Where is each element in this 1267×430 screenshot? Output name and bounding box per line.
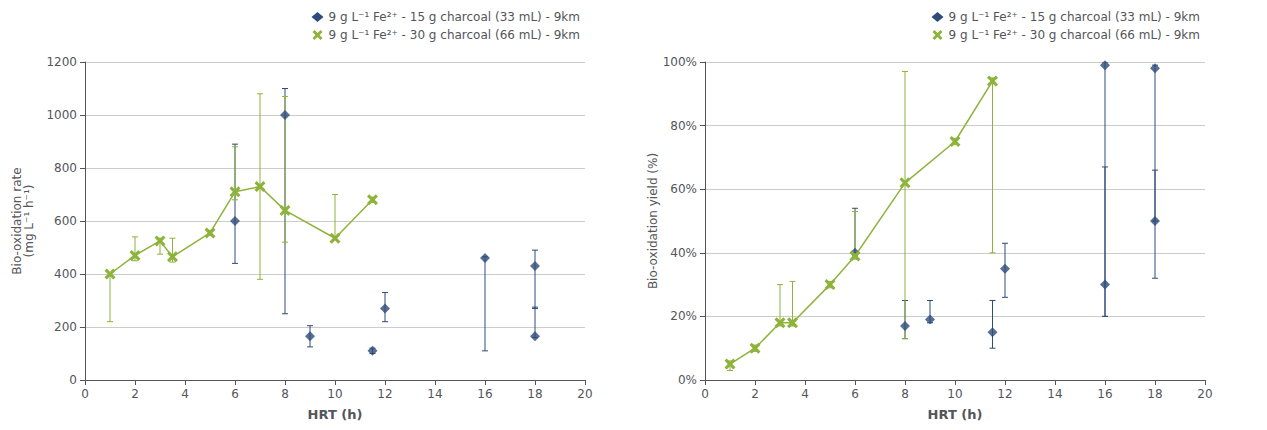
svg-text:16: 16 bbox=[1097, 387, 1112, 401]
svg-text:1000: 1000 bbox=[46, 108, 77, 122]
svg-text:14: 14 bbox=[427, 387, 442, 401]
svg-text:40%: 40% bbox=[670, 246, 697, 260]
svg-text:12: 12 bbox=[997, 387, 1012, 401]
svg-text:20: 20 bbox=[577, 387, 592, 401]
svg-text:9 g L⁻¹ Fe²⁺ - 15 g charcoal (: 9 g L⁻¹ Fe²⁺ - 15 g charcoal (33 mL) - 9… bbox=[949, 10, 1201, 24]
svg-text:60%: 60% bbox=[670, 182, 697, 196]
svg-text:12: 12 bbox=[377, 387, 392, 401]
svg-text:4: 4 bbox=[181, 387, 189, 401]
svg-text:10: 10 bbox=[947, 387, 962, 401]
svg-text:HRT (h): HRT (h) bbox=[308, 407, 363, 422]
svg-text:14: 14 bbox=[1047, 387, 1062, 401]
svg-text:10: 10 bbox=[327, 387, 342, 401]
svg-text:2: 2 bbox=[131, 387, 139, 401]
svg-text:9 g L⁻¹ Fe²⁺ - 15 g charcoal (: 9 g L⁻¹ Fe²⁺ - 15 g charcoal (33 mL) - 9… bbox=[329, 10, 581, 24]
svg-text:4: 4 bbox=[801, 387, 809, 401]
svg-text:Bio-oxidation yield (%): Bio-oxidation yield (%) bbox=[646, 153, 660, 289]
svg-text:(mg L⁻¹ h⁻¹): (mg L⁻¹ h⁻¹) bbox=[22, 185, 36, 258]
svg-text:Bio-oxidation rate: Bio-oxidation rate bbox=[10, 167, 24, 275]
svg-text:18: 18 bbox=[527, 387, 542, 401]
svg-text:20: 20 bbox=[1197, 387, 1212, 401]
svg-text:9 g L⁻¹ Fe²⁺ - 30 g charcoal (: 9 g L⁻¹ Fe²⁺ - 30 g charcoal (66 mL) - 9… bbox=[329, 28, 581, 42]
svg-text:20%: 20% bbox=[670, 309, 697, 323]
svg-text:9 g L⁻¹ Fe²⁺ - 30 g charcoal (: 9 g L⁻¹ Fe²⁺ - 30 g charcoal (66 mL) - 9… bbox=[949, 28, 1201, 42]
svg-text:800: 800 bbox=[54, 161, 77, 175]
svg-text:400: 400 bbox=[54, 267, 77, 281]
svg-text:80%: 80% bbox=[670, 119, 697, 133]
svg-text:2: 2 bbox=[751, 387, 759, 401]
svg-text:1200: 1200 bbox=[46, 55, 77, 69]
svg-text:8: 8 bbox=[281, 387, 289, 401]
svg-text:16: 16 bbox=[477, 387, 492, 401]
svg-text:100%: 100% bbox=[663, 55, 697, 69]
svg-text:6: 6 bbox=[231, 387, 239, 401]
svg-text:0: 0 bbox=[81, 387, 89, 401]
svg-text:HRT (h): HRT (h) bbox=[928, 407, 983, 422]
svg-text:6: 6 bbox=[851, 387, 859, 401]
svg-text:18: 18 bbox=[1147, 387, 1162, 401]
svg-text:600: 600 bbox=[54, 214, 77, 228]
svg-text:0: 0 bbox=[69, 373, 77, 387]
svg-text:200: 200 bbox=[54, 320, 77, 334]
svg-text:0%: 0% bbox=[678, 373, 697, 387]
svg-text:8: 8 bbox=[901, 387, 909, 401]
svg-text:0: 0 bbox=[701, 387, 709, 401]
